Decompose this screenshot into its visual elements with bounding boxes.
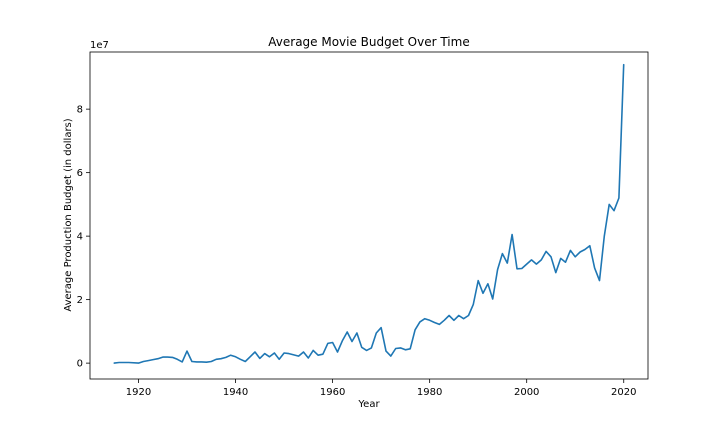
x-tick-label: 2000	[514, 387, 539, 398]
y-tick-label: 6	[77, 168, 83, 179]
y-tick-label: 2	[77, 295, 83, 306]
x-tick-label: 1940	[223, 387, 248, 398]
plot-area-frame	[89, 51, 649, 380]
y-tick-label: 8	[77, 105, 83, 116]
y-tick-label: 0	[77, 359, 83, 370]
series-line	[113, 63, 625, 364]
y-tick-label: 4	[77, 232, 83, 243]
x-tick-label: 2020	[611, 387, 636, 398]
y-axis-label: Average Production Budget (in dollars)	[63, 118, 74, 311]
x-tick-label: 1920	[126, 387, 151, 398]
x-tick-label: 1960	[320, 387, 345, 398]
y-axis-multiplier: 1e7	[90, 40, 109, 51]
axis-ticks: 1920 1940 1960 1980 2000 2020 0 2 4 6 8	[77, 105, 637, 398]
chart-title: Average Movie Budget Over Time	[268, 35, 469, 49]
x-tick-label: 1980	[417, 387, 442, 398]
x-axis-label: Year	[357, 399, 380, 410]
